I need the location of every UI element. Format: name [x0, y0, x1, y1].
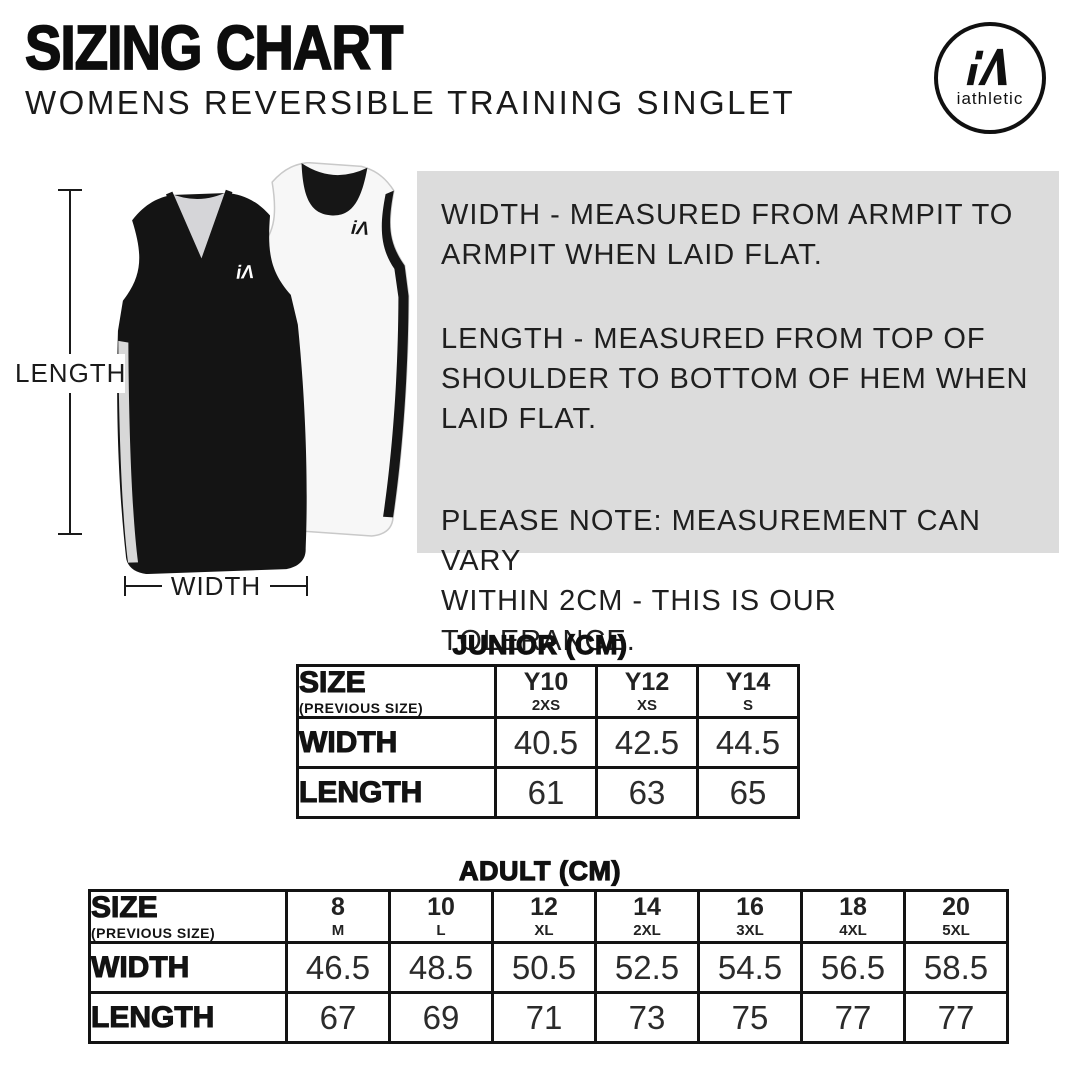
size-col-header: Y10 2XS: [494, 664, 598, 719]
length-value: 61: [494, 766, 598, 819]
size-header-cell: SIZE (PREVIOUS SIZE): [88, 889, 288, 944]
width-value: 56.5: [800, 941, 906, 994]
black-singlet: iΛ: [117, 189, 307, 574]
logo-wordmark: iathletic: [956, 89, 1024, 108]
back-garment-logo: iΛ: [350, 218, 369, 240]
length-row-label: LENGTH: [88, 991, 288, 1044]
table-row: SIZE (PREVIOUS SIZE) 8 M 10 L 12 XL 14 2…: [88, 889, 1009, 944]
length-note: LENGTH - MEASURED FROM TOP OF SHOULDER T…: [441, 323, 1029, 435]
size-col-header: 16 3XL: [697, 889, 803, 944]
table-row: LENGTH 67 69 71 73 75 77 77: [88, 991, 1009, 1044]
length-value: 69: [388, 991, 494, 1044]
width-value: 58.5: [903, 941, 1009, 994]
measurement-notes-box: WIDTH - MEASURED FROM ARMPIT TO ARMPIT W…: [417, 171, 1059, 657]
page-subtitle: WOMENS REVERSIBLE TRAINING SINGLET: [25, 84, 796, 121]
length-line-bottom-cap: [58, 533, 82, 535]
iathletic-logo-icon: [966, 48, 1007, 86]
width-value: 44.5: [696, 716, 800, 769]
width-value: 50.5: [491, 941, 597, 994]
size-col-header: 10 L: [388, 889, 494, 944]
length-value: 71: [491, 991, 597, 1044]
width-value: 46.5: [285, 941, 391, 994]
length-value: 65: [696, 766, 800, 819]
table-row: SIZE (PREVIOUS SIZE) Y10 2XS Y12 XS Y14 …: [296, 664, 800, 719]
width-line-right: [270, 585, 307, 587]
width-value: 48.5: [388, 941, 494, 994]
junior-table-title: JUNIOR (CM): [452, 629, 628, 660]
width-value: 54.5: [697, 941, 803, 994]
width-note: WIDTH - MEASURED FROM ARMPIT TO ARMPIT W…: [441, 199, 1014, 271]
size-col-header: 20 5XL: [903, 889, 1009, 944]
length-value: 77: [800, 991, 906, 1044]
table-row: LENGTH 61 63 65: [296, 766, 800, 819]
length-value: 63: [595, 766, 699, 819]
width-value: 40.5: [494, 716, 598, 769]
size-col-header: 18 4XL: [800, 889, 906, 944]
width-line-right-cap: [306, 576, 309, 596]
adult-size-table: SIZE (PREVIOUS SIZE) 8 M 10 L 12 XL 14 2…: [88, 889, 1009, 1044]
product-figure: iΛ iΛ LENGTH WIDTH: [15, 160, 420, 635]
width-value: 42.5: [595, 716, 699, 769]
front-garment-logo: iΛ: [236, 262, 255, 284]
reversible-singlet-image: iΛ iΛ: [117, 162, 410, 574]
width-row-label: WIDTH: [88, 941, 288, 994]
width-line-left-cap: [124, 576, 126, 596]
length-measure-label: LENGTH: [15, 354, 125, 393]
adult-table-title: ADULT (CM): [458, 855, 621, 886]
size-col-header: 8 M: [285, 889, 391, 944]
iathletic-logo-badge: iathletic: [934, 22, 1046, 134]
length-value: 75: [697, 991, 803, 1044]
table-row: WIDTH 46.5 48.5 50.5 52.5 54.5 56.5 58.5: [88, 941, 1009, 994]
tolerance-note: PLEASE NOTE: MEASUREMENT CAN VARY WITHIN…: [441, 505, 981, 657]
length-value: 77: [903, 991, 1009, 1044]
width-line-left: [126, 585, 162, 587]
page-title: SIZING CHART: [24, 14, 404, 83]
junior-size-table: SIZE (PREVIOUS SIZE) Y10 2XS Y12 XS Y14 …: [296, 664, 800, 819]
size-header-cell: SIZE (PREVIOUS SIZE): [296, 664, 497, 719]
length-row-label: LENGTH: [296, 766, 497, 819]
table-row: WIDTH 40.5 42.5 44.5: [296, 716, 800, 769]
width-measure-annotation: WIDTH: [124, 570, 309, 601]
width-row-label: WIDTH: [296, 716, 497, 769]
size-col-header: Y14 S: [696, 664, 800, 719]
length-value: 73: [594, 991, 700, 1044]
width-value: 52.5: [594, 941, 700, 994]
size-col-header: 14 2XL: [594, 889, 700, 944]
width-measure-label: WIDTH: [170, 570, 262, 601]
length-value: 67: [285, 991, 391, 1044]
size-col-header: Y12 XS: [595, 664, 699, 719]
size-col-header: 12 XL: [491, 889, 597, 944]
